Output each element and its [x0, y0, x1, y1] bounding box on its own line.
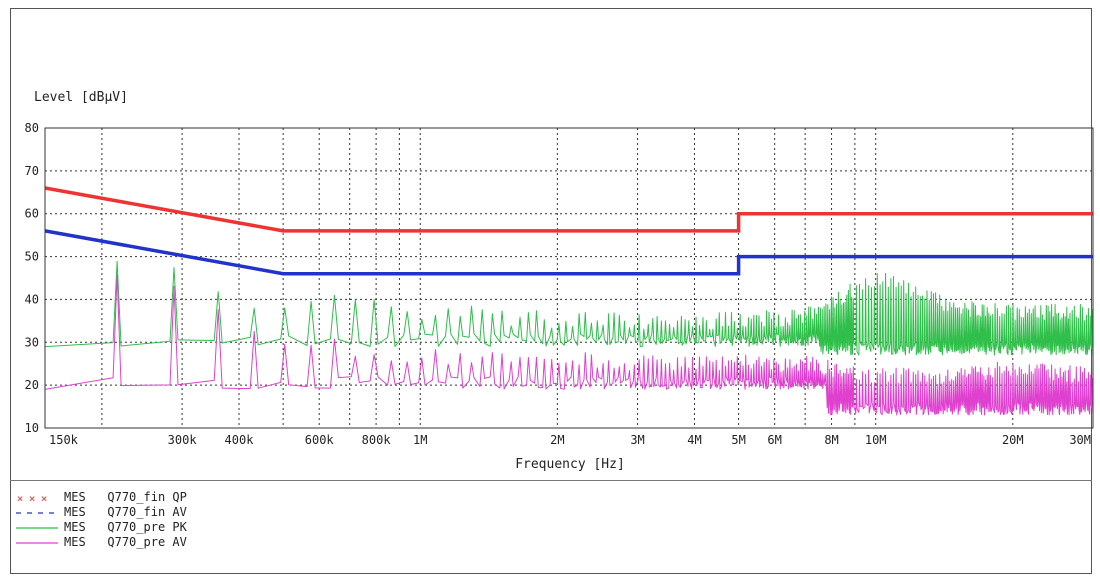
y-tick-label: 40 — [25, 292, 39, 306]
x-axis-label: Frequency [Hz] — [515, 457, 625, 472]
x-marker-icon: × — [29, 492, 36, 505]
x-tick-label: 3M — [630, 433, 644, 447]
chart-frame — [10, 8, 1092, 574]
trace-pk — [44, 260, 1094, 356]
legend-kind: MES — [64, 490, 86, 504]
legend-swatch-pre-pk — [14, 520, 64, 535]
axes: 10 20 30 40 50 60 70 80 150k 300k 400k 600k 800k 1M 2M… — [25, 121, 1094, 447]
legend-swatch-fin-qp: × × × — [14, 490, 64, 505]
x-tick-label: 5M — [731, 433, 745, 447]
legend-kind: MES — [64, 505, 86, 519]
legend-swatch-graphic: × × × — [17, 492, 48, 505]
legend-item-fin-av: MES Q770_fin AV — [14, 505, 187, 520]
legend-swatch-pre-av — [14, 535, 64, 550]
limit-line-qp — [44, 186, 1093, 233]
y-tick-label: 80 — [25, 121, 39, 135]
x-marker-icon: × — [17, 492, 24, 505]
plot-border — [44, 127, 1094, 429]
x-tick-label: 800k — [362, 433, 392, 447]
x-tick-label: 20M — [1002, 433, 1024, 447]
legend-kind: MES — [64, 535, 86, 549]
legend-name: Q770_fin QP — [107, 490, 187, 504]
series-layer — [44, 260, 1094, 416]
legend-swatch-graphic — [16, 527, 58, 529]
limit-lines — [44, 186, 1093, 276]
x-tick-label: 8M — [824, 433, 838, 447]
legend-swatch-graphic — [16, 512, 58, 514]
y-tick-label: 10 — [25, 421, 39, 435]
x-tick-label: 10M — [865, 433, 887, 447]
trace-av_meas — [44, 274, 1094, 416]
legend-name: Q770_pre AV — [107, 535, 187, 549]
legend-name: Q770_fin AV — [107, 505, 187, 519]
legend-swatch-graphic — [16, 542, 58, 544]
legend-item-pre-av: MES Q770_pre AV — [14, 535, 187, 550]
y-tick-label: 30 — [25, 335, 39, 349]
y-tick-label: 50 — [25, 250, 39, 264]
x-tick-label: 30M — [1069, 433, 1091, 447]
y-axis-label: Level [dBµV] — [34, 90, 128, 105]
x-tick-label: 600k — [305, 433, 335, 447]
legend-item-pre-pk: MES Q770_pre PK — [14, 520, 187, 535]
y-tick-label: 20 — [25, 378, 39, 392]
x-tick-label: 400k — [225, 433, 255, 447]
x-tick-label: 300k — [168, 433, 198, 447]
legend-item-fin-qp: × × × MES Q770_fin QP — [14, 490, 187, 505]
x-marker-icon: × — [41, 492, 48, 505]
x-tick-label: 4M — [687, 433, 701, 447]
limit-line-av — [44, 229, 1093, 276]
legend-divider — [10, 480, 1092, 481]
x-tick-label: 2M — [550, 433, 564, 447]
x-tick-label: 1M — [413, 433, 427, 447]
legend-kind: MES — [64, 520, 86, 534]
y-tick-label: 70 — [25, 164, 39, 178]
x-tick-label: 6M — [767, 433, 781, 447]
legend-swatch-fin-av — [14, 505, 64, 520]
legend-name: Q770_pre PK — [107, 520, 187, 534]
legend: × × × MES Q770_fin QP MES Q770_fin AV MES … — [14, 490, 187, 550]
y-tick-label: 60 — [25, 207, 39, 221]
x-tick-label: 150k — [49, 433, 79, 447]
emi-chart: Level [dBµV] Frequency [Hz] 10 20 30 40 50 60… — [25, 90, 1094, 472]
